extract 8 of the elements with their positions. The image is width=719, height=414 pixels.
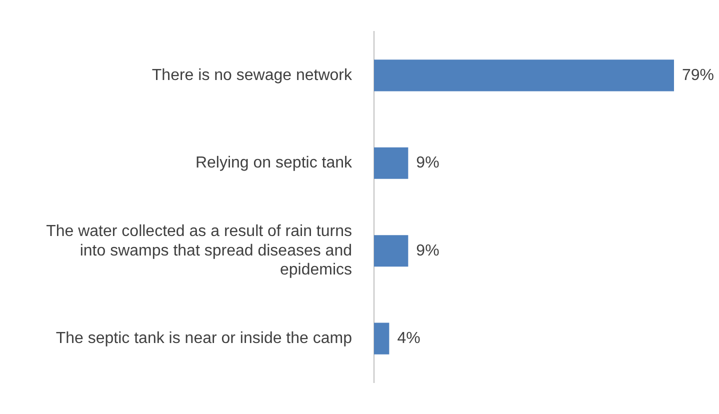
data-label: 9%: [416, 154, 440, 172]
data-label: 79%: [682, 66, 714, 84]
y-tick-label: The water collected as a result of rain turns into swamps that spread diseases and epidemics: [46, 223, 352, 278]
y-tick-label: There is no sewage network: [152, 66, 353, 84]
data-label: 4%: [397, 330, 420, 347]
y-tick-label: The septic tank is near or inside the camp: [56, 330, 352, 347]
y-tick-label: Relying on septic tank: [195, 154, 353, 172]
data-label: 9%: [416, 242, 440, 260]
